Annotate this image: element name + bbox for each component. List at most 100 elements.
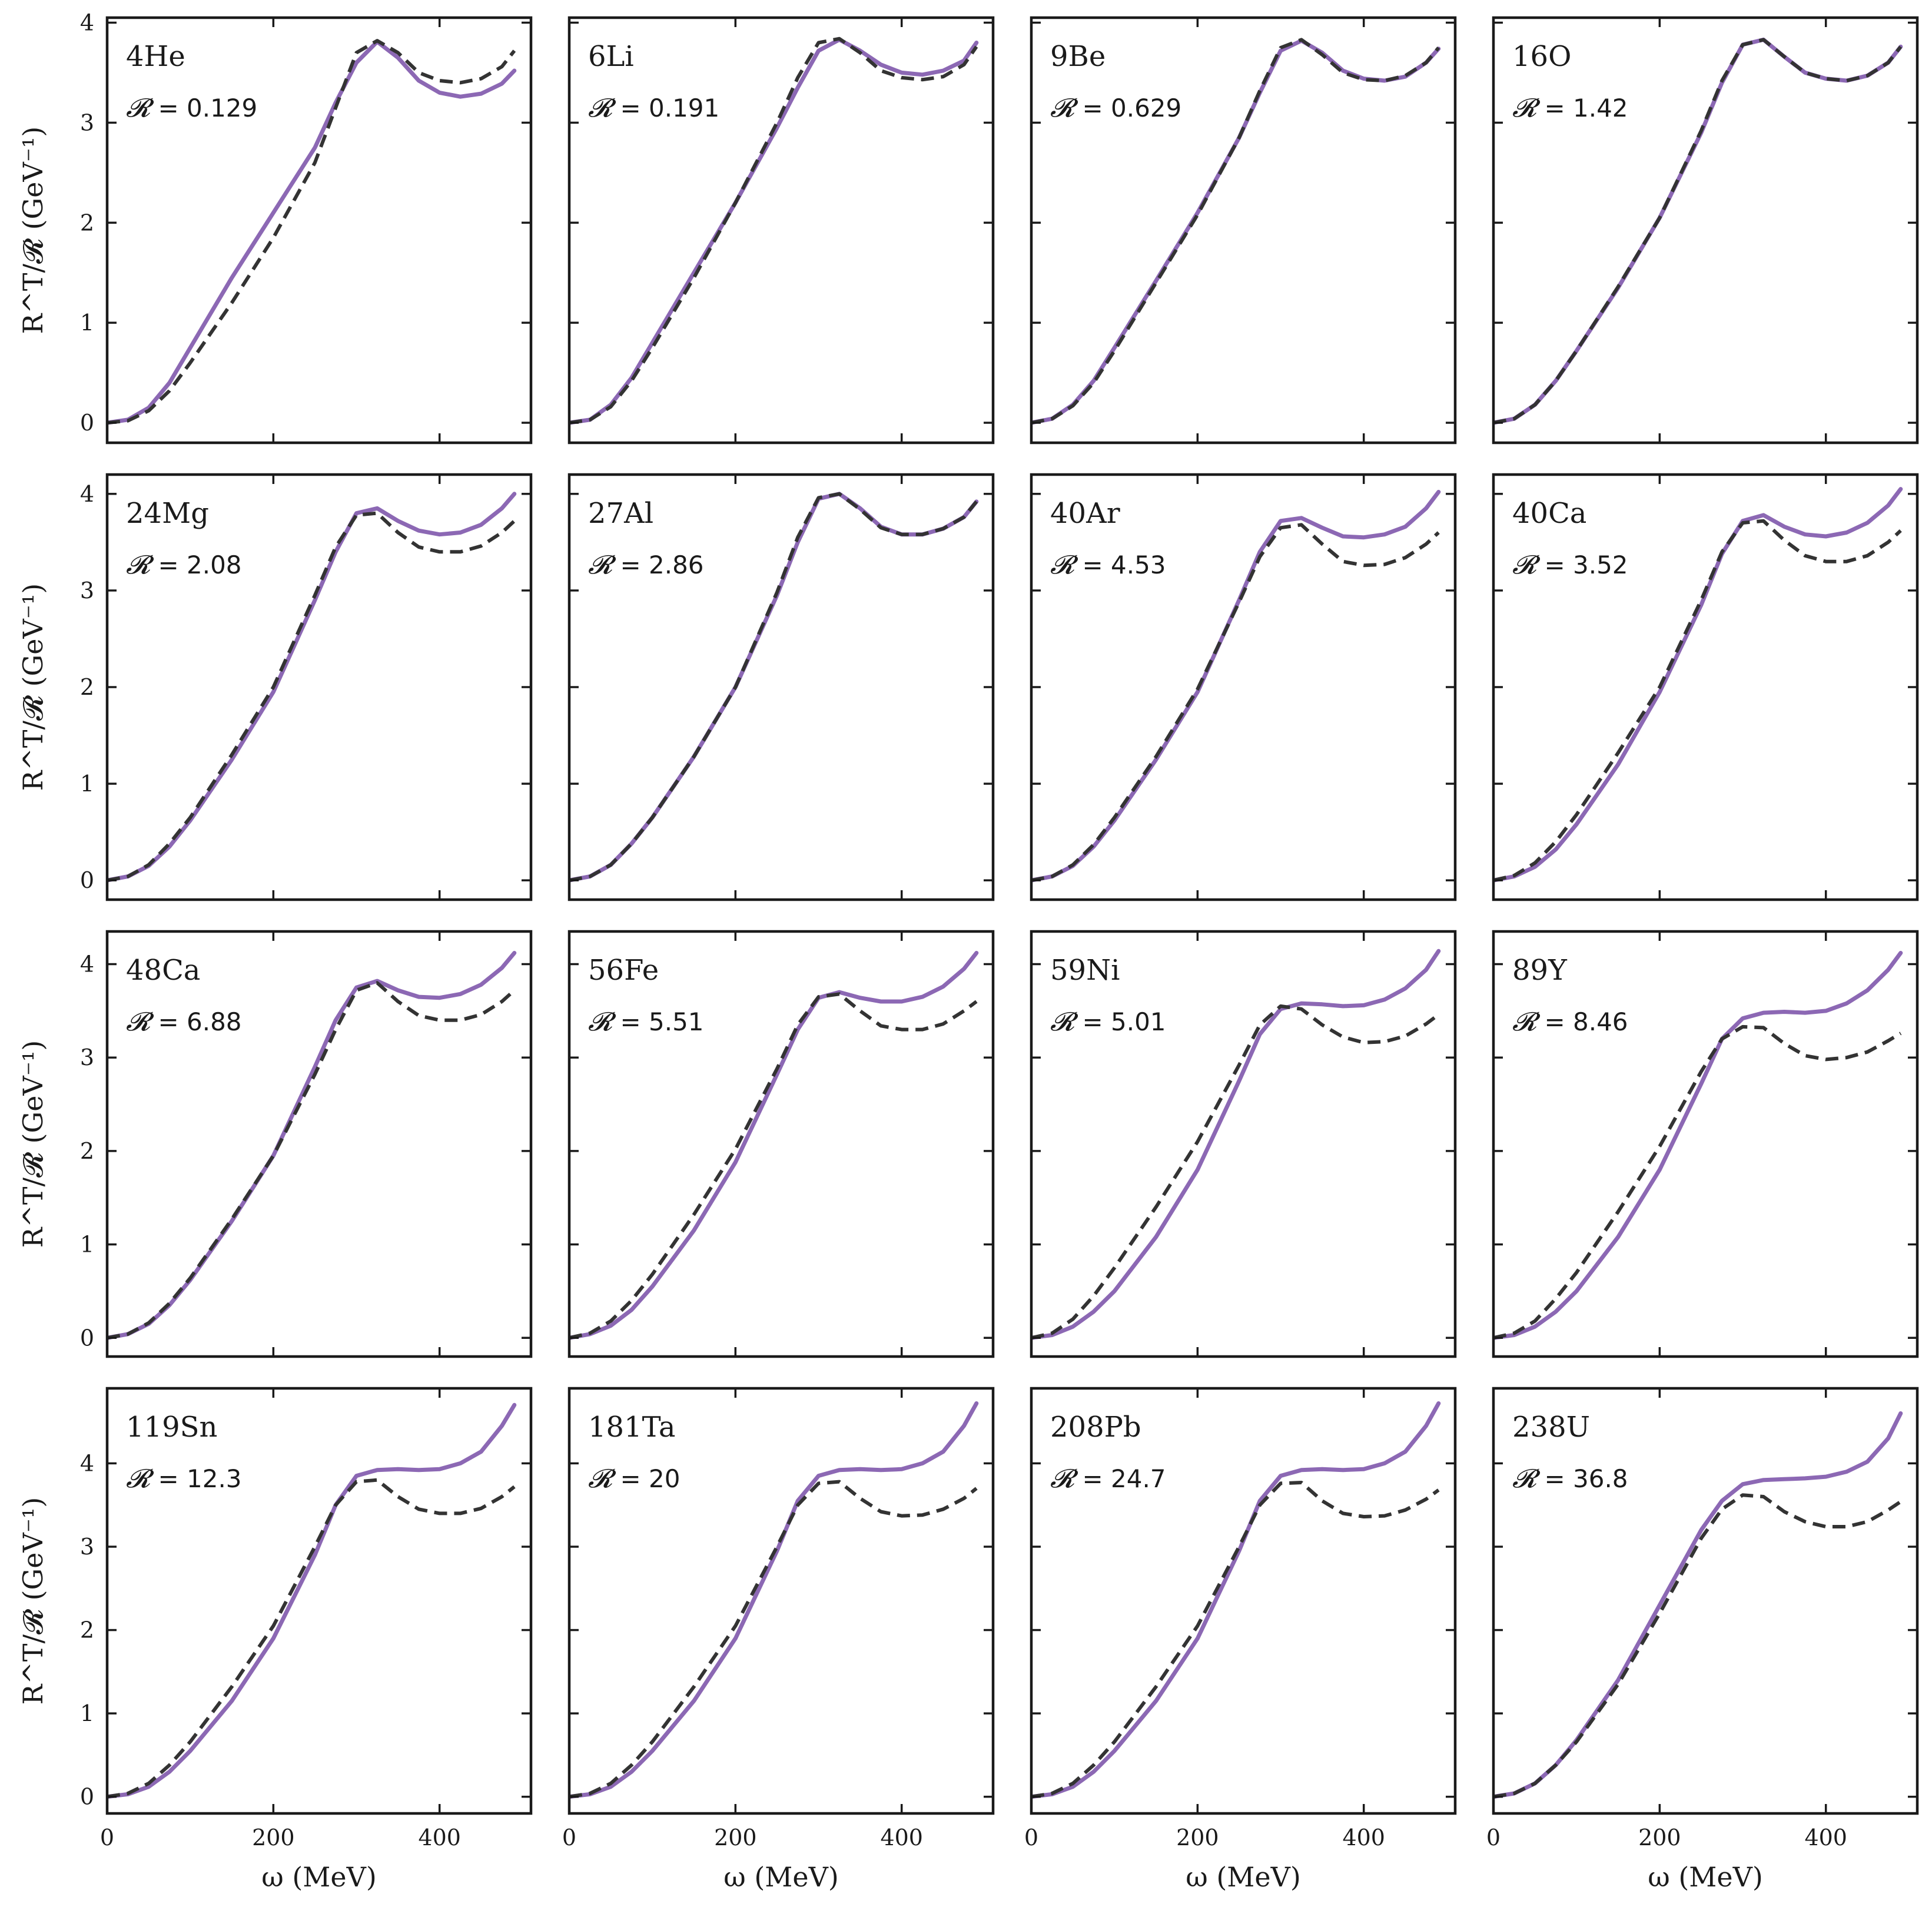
y-tick-label: 2 bbox=[80, 1617, 94, 1643]
x-tick-label: 400 bbox=[418, 1825, 461, 1851]
ratio-label: 𝓡 = 12.3 bbox=[126, 1464, 242, 1494]
nucleus-label: 238U bbox=[1512, 1411, 1590, 1444]
axes-frame bbox=[105, 930, 533, 1358]
ratio-label: 𝓡 = 8.46 bbox=[1512, 1007, 1628, 1037]
y-tick-label: 0 bbox=[80, 1784, 94, 1810]
series-group bbox=[1493, 487, 1903, 883]
series-group bbox=[569, 492, 979, 883]
nucleus-label: 89Y bbox=[1512, 954, 1568, 987]
series-group bbox=[107, 39, 517, 425]
axes-frame bbox=[1030, 473, 1457, 901]
axes-frame bbox=[567, 16, 995, 445]
panel-grid: 0 1 2 3 4 4He 𝓡 = 0.129 R^T/𝓡 (GeV⁻¹) 6Li 𝓡 = 0.1… bbox=[17, 9, 1919, 1893]
ratio-label: 𝓡 = 0.629 bbox=[1050, 93, 1181, 123]
nucleus-label: 16O bbox=[1512, 40, 1571, 73]
x-axis-label: ω (MeV) bbox=[1648, 1861, 1763, 1893]
nucleus-label: 4He bbox=[126, 40, 185, 73]
x-tick-label: 200 bbox=[252, 1825, 295, 1851]
dashed-series-line bbox=[107, 1478, 516, 1799]
panel-48Ca: 0 1 2 3 4 48Ca 𝓡 = 6.88 R^T/𝓡 (GeV⁻¹) bbox=[17, 930, 533, 1358]
series-group bbox=[107, 1402, 517, 1799]
y-tick-label: 3 bbox=[80, 110, 94, 135]
nucleus-label: 56Fe bbox=[588, 954, 659, 987]
solid-series-line bbox=[1031, 949, 1441, 1340]
ratio-label: 𝓡 = 6.88 bbox=[126, 1007, 242, 1037]
panel-56Fe: 56Fe 𝓡 = 5.51 bbox=[567, 930, 995, 1358]
axes-frame bbox=[105, 16, 533, 445]
y-tick-label: 2 bbox=[80, 674, 94, 700]
series-group bbox=[1493, 951, 1903, 1340]
dashed-series-line bbox=[1493, 1493, 1902, 1799]
ratio-label: 𝓡 = 36.8 bbox=[1512, 1464, 1628, 1494]
panel-27Al: 27Al 𝓡 = 2.86 bbox=[567, 473, 995, 901]
nucleus-label: 59Ni bbox=[1050, 954, 1120, 987]
axes-frame bbox=[1492, 930, 1919, 1358]
axes-frame bbox=[1492, 1387, 1919, 1815]
panel-181Ta: 0 200 400 181Ta 𝓡 = 20 ω (MeV) bbox=[562, 1387, 995, 1893]
x-axis-label: ω (MeV) bbox=[261, 1861, 377, 1893]
ratio-label: 𝓡 = 3.52 bbox=[1512, 550, 1628, 580]
nucleus-label: 6Li bbox=[588, 40, 634, 73]
series-group bbox=[1031, 38, 1441, 425]
axes-frame bbox=[567, 930, 995, 1358]
series-group bbox=[107, 492, 517, 883]
nucleus-label: 9Be bbox=[1050, 40, 1106, 73]
y-axis-label: R^T/𝓡 (GeV⁻¹) bbox=[17, 583, 49, 791]
axes-frame bbox=[1492, 16, 1919, 445]
nucleus-label: 181Ta bbox=[588, 1411, 676, 1444]
panel-9Be: 9Be 𝓡 = 0.629 bbox=[1030, 16, 1457, 445]
series-group bbox=[1031, 1401, 1441, 1799]
y-axis-label: R^T/𝓡 (GeV⁻¹) bbox=[17, 1497, 49, 1705]
nucleus-label: 40Ca bbox=[1512, 497, 1586, 530]
x-tick-label: 0 bbox=[562, 1825, 576, 1851]
ratio-label: 𝓡 = 1.42 bbox=[1512, 93, 1628, 123]
ratio-label: 𝓡 = 0.129 bbox=[126, 93, 257, 123]
nucleus-label: 40Ar bbox=[1050, 497, 1120, 530]
panel-40Ca: 40Ca 𝓡 = 3.52 bbox=[1492, 473, 1919, 901]
dashed-series-line bbox=[107, 981, 516, 1340]
axes-frame bbox=[1030, 930, 1457, 1358]
ratio-label: 𝓡 = 5.01 bbox=[1050, 1007, 1166, 1037]
axes-frame bbox=[105, 473, 533, 901]
x-axis-label: ω (MeV) bbox=[1186, 1861, 1301, 1893]
dashed-series-line bbox=[569, 37, 978, 425]
ratio-label: 𝓡 = 0.191 bbox=[588, 93, 719, 123]
x-tick-label: 400 bbox=[1342, 1825, 1385, 1851]
y-tick-label: 4 bbox=[80, 1450, 94, 1476]
axes-frame bbox=[1492, 473, 1919, 901]
y-tick-label: 0 bbox=[80, 1325, 94, 1351]
ratio-label: 𝓡 = 4.53 bbox=[1050, 550, 1166, 580]
solid-series-line bbox=[1493, 487, 1903, 883]
series-group bbox=[569, 1401, 979, 1799]
panel-59Ni: 59Ni 𝓡 = 5.01 bbox=[1030, 930, 1457, 1358]
dashed-series-line bbox=[1031, 1004, 1440, 1340]
y-tick-label: 4 bbox=[80, 951, 94, 977]
nucleus-label: 119Sn bbox=[126, 1411, 217, 1444]
panel-89Y: 89Y 𝓡 = 8.46 bbox=[1492, 930, 1919, 1358]
y-axis-label: R^T/𝓡 (GeV⁻¹) bbox=[17, 1040, 49, 1248]
x-tick-label: 400 bbox=[1804, 1825, 1847, 1851]
panel-238U: 0 200 400 238U 𝓡 = 36.8 ω (MeV) bbox=[1486, 1387, 1919, 1893]
x-tick-label: 200 bbox=[714, 1825, 757, 1851]
nucleus-label: 48Ca bbox=[126, 954, 200, 987]
y-tick-label: 2 bbox=[80, 1138, 94, 1164]
dashed-series-line bbox=[1031, 38, 1440, 425]
y-tick-label: 0 bbox=[80, 867, 94, 893]
panel-24Mg: 0 1 2 3 4 24Mg 𝓡 = 2.08 R^T/𝓡 (GeV⁻¹) bbox=[17, 473, 533, 901]
axes-frame bbox=[1030, 1387, 1457, 1815]
dashed-series-line bbox=[569, 992, 978, 1340]
nucleus-label: 208Pb bbox=[1050, 1411, 1141, 1444]
axes-frame bbox=[105, 1387, 533, 1815]
panel-40Ar: 40Ar 𝓡 = 4.53 bbox=[1030, 473, 1457, 901]
y-tick-label: 4 bbox=[80, 9, 94, 35]
y-tick-label: 0 bbox=[80, 410, 94, 436]
series-group bbox=[1493, 1411, 1903, 1799]
solid-series-line bbox=[569, 1401, 979, 1799]
ratio-label: 𝓡 = 5.51 bbox=[588, 1007, 704, 1037]
x-tick-label: 200 bbox=[1176, 1825, 1219, 1851]
ratio-label: 𝓡 = 20 bbox=[588, 1464, 680, 1494]
dashed-series-line bbox=[107, 39, 516, 425]
panel-16O: 16O 𝓡 = 1.42 bbox=[1492, 16, 1919, 445]
x-axis-label: ω (MeV) bbox=[723, 1861, 839, 1893]
